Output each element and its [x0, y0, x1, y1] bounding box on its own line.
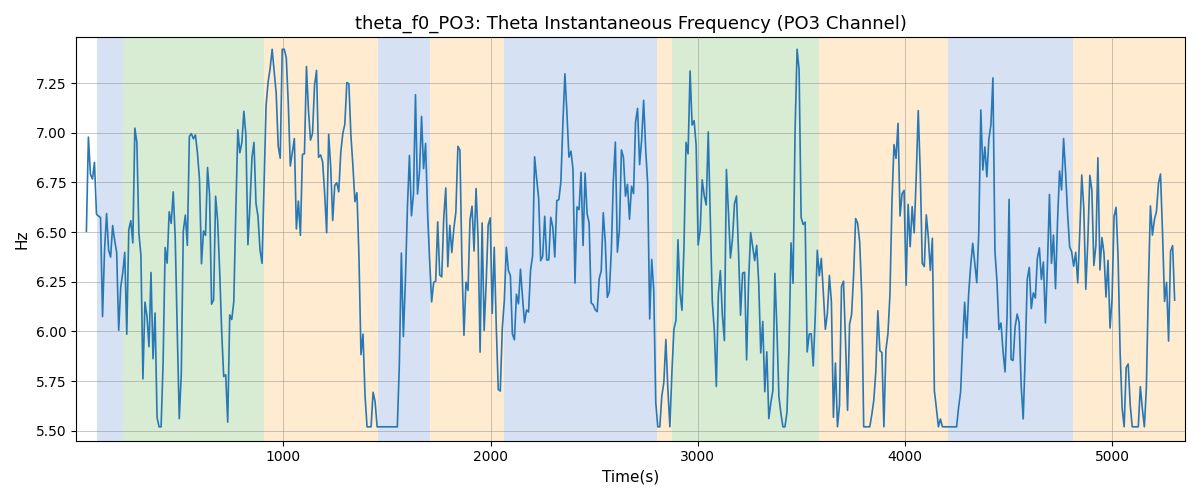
- Bar: [97, 38, 122, 440]
- Bar: [122, 38, 264, 440]
- Bar: [658, 38, 672, 440]
- X-axis label: Time(s): Time(s): [602, 470, 659, 485]
- Bar: [1073, 38, 1186, 440]
- Bar: [948, 38, 1073, 440]
- Bar: [504, 38, 658, 440]
- Y-axis label: Hz: Hz: [14, 230, 30, 249]
- Bar: [378, 38, 431, 440]
- Title: theta_f0_PO3: Theta Instantaneous Frequency (PO3 Channel): theta_f0_PO3: Theta Instantaneous Freque…: [354, 15, 906, 34]
- Bar: [820, 38, 948, 440]
- Bar: [431, 38, 504, 440]
- Bar: [264, 38, 378, 440]
- Bar: [672, 38, 820, 440]
